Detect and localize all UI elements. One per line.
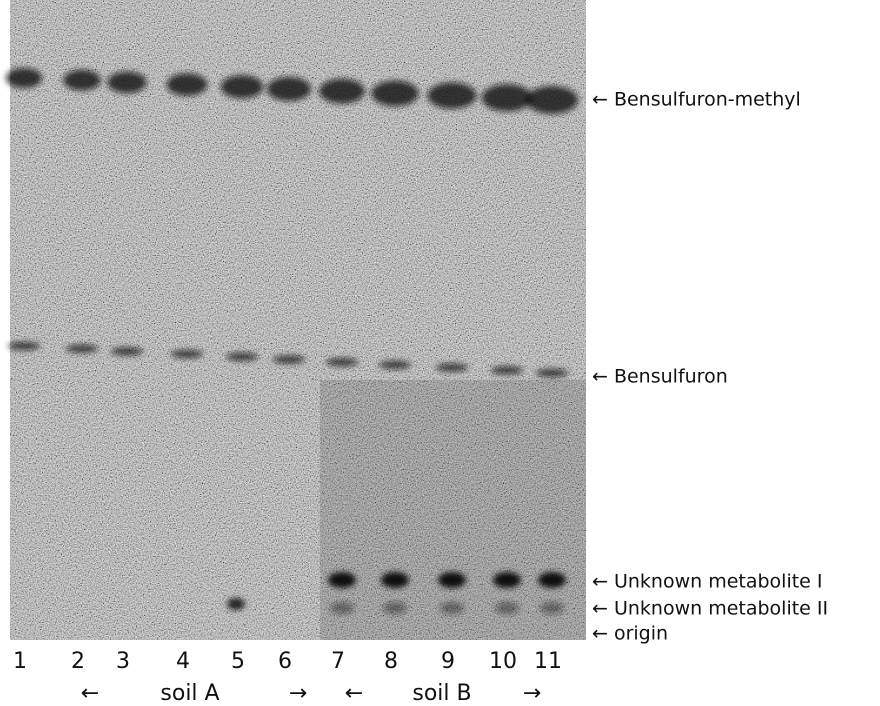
lane-number: 6 <box>278 649 292 674</box>
band <box>491 366 523 375</box>
lane-number: 2 <box>71 649 85 674</box>
band-label: ← Unknown metabolite I <box>592 571 823 593</box>
band <box>66 344 98 353</box>
lane-number: 11 <box>534 649 562 674</box>
band <box>481 84 533 112</box>
band-label: ← origin <box>592 623 668 645</box>
band <box>436 363 468 372</box>
lane-number: 5 <box>231 649 245 674</box>
lane-number: 10 <box>489 649 517 674</box>
band <box>6 68 42 88</box>
band <box>438 572 466 588</box>
lane-number: 8 <box>384 649 398 674</box>
soil-group-label: soil A <box>160 681 219 706</box>
band <box>427 82 477 109</box>
band <box>319 78 365 104</box>
lane-number: 9 <box>441 649 455 674</box>
band <box>107 71 147 94</box>
band <box>166 73 208 96</box>
band <box>495 602 519 614</box>
lane-number: 1 <box>13 649 27 674</box>
band <box>227 598 245 610</box>
band <box>267 77 311 101</box>
band <box>493 572 521 588</box>
soil-group-left-arrow: ← <box>81 681 99 706</box>
band <box>330 602 354 614</box>
band <box>8 342 40 350</box>
band <box>381 572 409 588</box>
gel-image <box>6 0 586 640</box>
band <box>536 369 568 377</box>
band <box>371 80 419 107</box>
band <box>326 358 358 367</box>
band-label: ← Bensulfuron <box>592 366 728 388</box>
lane-number: 7 <box>331 649 345 674</box>
band <box>526 86 578 114</box>
band <box>63 69 101 91</box>
band <box>328 572 356 588</box>
band <box>220 75 264 99</box>
band-label: ← Unknown metabolite II <box>592 598 828 620</box>
soil-group-right-arrow: → <box>523 681 541 706</box>
band-label: ← Bensulfuron-methyl <box>592 89 801 111</box>
lane-number: 4 <box>176 649 190 674</box>
lane-number: 3 <box>116 649 130 674</box>
band <box>383 602 407 614</box>
soil-group-label: soil B <box>412 681 471 706</box>
band <box>538 572 566 588</box>
band <box>540 602 564 614</box>
soil-group-right-arrow: → <box>289 681 307 706</box>
band <box>226 352 258 361</box>
band <box>171 350 203 359</box>
band <box>440 602 464 614</box>
band <box>273 355 305 364</box>
soil-group-left-arrow: ← <box>345 681 363 706</box>
band <box>111 347 143 356</box>
band <box>379 360 411 369</box>
